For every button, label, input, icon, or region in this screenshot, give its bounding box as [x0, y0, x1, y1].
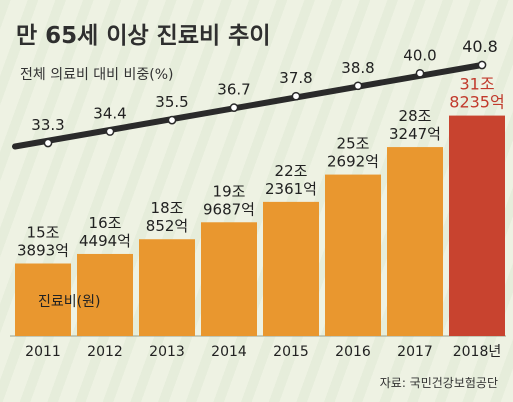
share-trend-line [12, 62, 485, 150]
x-tick-label: 2016 [335, 344, 371, 360]
line-point [229, 103, 239, 112]
bar-label-hundred-million: 4494억 [79, 232, 131, 250]
x-tick-label: 2011 [25, 344, 61, 360]
line-point [291, 91, 301, 101]
bar-label-hundred-million: 3893억 [17, 241, 69, 259]
bar-label-hundred-million: 9687억 [203, 200, 255, 218]
bar-label-hundred-million: 8235억 [449, 93, 504, 112]
source-note: 자료: 국민건강보험공단 [380, 376, 498, 390]
line-point [477, 60, 487, 70]
line-value-label: 33.3 [31, 116, 64, 134]
bar-2016 [325, 174, 381, 336]
line-point [167, 115, 177, 125]
x-tick-label: 2012 [87, 344, 123, 360]
line-point [415, 68, 425, 78]
bar-legend-label: 진료비(원) [38, 294, 100, 310]
line-group: 33.3 34.4 35.5 36.7 37.8 38.8 40.0 40.8 [12, 37, 498, 150]
bar-2018년 [449, 115, 505, 336]
x-tick-label: 2014 [211, 344, 247, 360]
line-value-label: 40.8 [462, 37, 498, 56]
x-tick-label: 2013 [149, 344, 185, 360]
x-tick-label: 2015 [273, 344, 309, 360]
bar-label-trillion: 22조 [275, 162, 308, 180]
bar-2013 [139, 239, 195, 336]
bar-label-hundred-million: 2361억 [265, 180, 317, 198]
bar-label-trillion: 31조 [459, 75, 494, 94]
bar-2014 [201, 222, 257, 336]
line-point [353, 81, 363, 91]
bar-label-trillion: 15조 [27, 223, 60, 241]
bar-label-hundred-million: 3247억 [389, 125, 441, 143]
bar-label-trillion: 28조 [399, 107, 432, 125]
bar-label-hundred-million: 852억 [146, 217, 188, 235]
bar-label-trillion: 19조 [213, 182, 246, 200]
line-point [105, 127, 115, 136]
line-value-label: 35.5 [155, 93, 188, 111]
line-value-label: 38.8 [341, 59, 374, 77]
line-point [43, 138, 53, 148]
line-value-label: 34.4 [93, 105, 126, 123]
line-value-label: 36.7 [217, 81, 250, 99]
x-tick-label: 2018년 [453, 344, 502, 360]
chart-title: 만 65세 이상 진료비 추이 [16, 23, 270, 49]
line-value-label: 37.8 [279, 69, 312, 87]
line-value-label: 40.0 [403, 46, 436, 64]
bar-2012 [77, 253, 133, 336]
bar-label-hundred-million: 2692억 [327, 153, 379, 171]
bar-label-trillion: 16조 [89, 214, 122, 232]
bar-2017 [387, 147, 443, 336]
bar-2015 [263, 201, 319, 336]
bar-2011 [15, 263, 71, 336]
line-series-label: 전체 의료비 대비 비중(%) [20, 67, 174, 83]
bar-label-trillion: 25조 [337, 135, 370, 153]
bar-label-trillion: 18조 [151, 199, 184, 217]
x-axis-ticks: 2011 2012 2013 2014 2015 2016 2017 2018년 [25, 344, 501, 360]
x-tick-label: 2017 [397, 344, 433, 360]
